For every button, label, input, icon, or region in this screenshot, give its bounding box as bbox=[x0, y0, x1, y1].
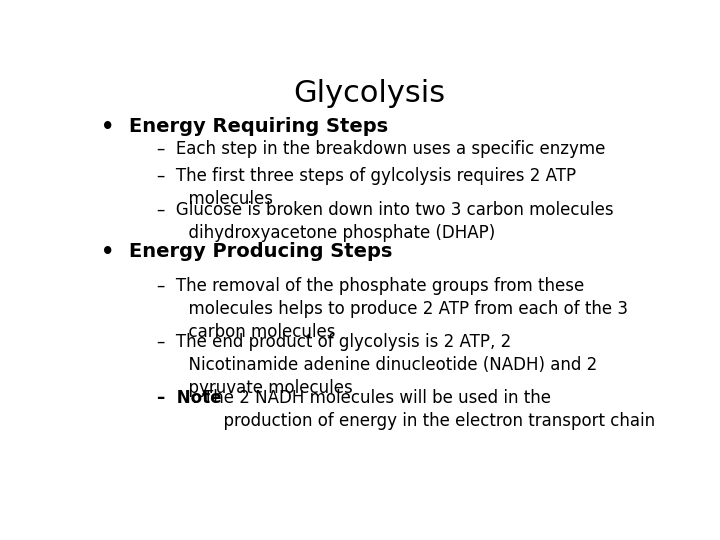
Text: –  The end product of glycolysis is 2 ATP, 2
      Nicotinamide adenine dinucleo: – The end product of glycolysis is 2 ATP… bbox=[157, 333, 597, 397]
Text: Energy Requiring Steps: Energy Requiring Steps bbox=[129, 117, 388, 136]
Text: –  Each step in the breakdown uses a specific enzyme: – Each step in the breakdown uses a spec… bbox=[157, 140, 606, 158]
Text: Glycolysis: Glycolysis bbox=[293, 79, 445, 109]
Text: –  Glucose is broken down into two 3 carbon molecules
      dihydroxyacetone pho: – Glucose is broken down into two 3 carb… bbox=[157, 201, 613, 242]
Text: •: • bbox=[101, 117, 114, 137]
Text: –  The removal of the phosphate groups from these
      molecules helps to produ: – The removal of the phosphate groups fr… bbox=[157, 277, 628, 341]
Text: Energy Producing Steps: Energy Producing Steps bbox=[129, 241, 392, 260]
Text: •: • bbox=[101, 241, 114, 261]
Text: –  The first three steps of gylcolysis requires 2 ATP
      molecules: – The first three steps of gylcolysis re… bbox=[157, 167, 576, 207]
Text: –  Note: – Note bbox=[157, 389, 222, 407]
Text: : The 2 NADH molecules will be used in the
      production of energy in the ele: : The 2 NADH molecules will be used in t… bbox=[192, 389, 654, 430]
